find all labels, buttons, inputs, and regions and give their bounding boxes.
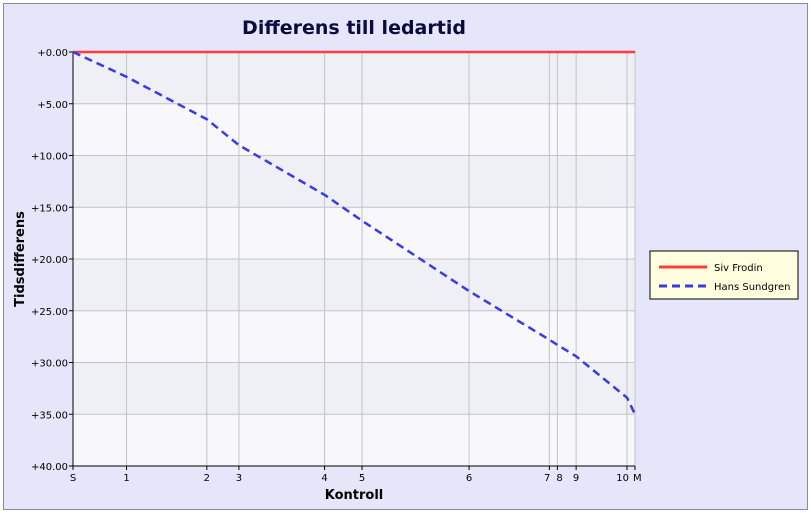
series-lines — [72, 50, 637, 415]
legend-box — [649, 250, 799, 300]
x-tick-label: 3 — [236, 473, 242, 484]
legend: Siv Frodin Hans Sundgren — [649, 250, 799, 300]
x-tick-label: 8 — [556, 473, 562, 484]
x-axis-title: Kontroll — [325, 488, 384, 503]
y-tick-label: +25.00 — [31, 307, 68, 318]
x-tick-label: S — [70, 473, 76, 484]
plot-band — [73, 414, 635, 466]
y-tick-label: +15.00 — [31, 203, 68, 214]
plot-band — [73, 259, 635, 311]
y-tick-label: +10.00 — [31, 152, 68, 163]
x-tick-label: M — [633, 473, 642, 484]
x-tick-label: 2 — [204, 473, 210, 484]
plot-band — [73, 362, 635, 415]
y-axis-title: Tidsdifferens — [13, 211, 28, 307]
y-tick-labels: +0.00 +5.00 +10.00 +15.00 +20.00 +25.00 +30.00… — [31, 48, 68, 473]
x-tick-label: 10 — [616, 473, 629, 484]
y-tick-label: +30.00 — [31, 359, 68, 370]
y-tick-label: +40.00 — [31, 462, 68, 473]
x-tick-label: 9 — [573, 473, 579, 484]
x-tick-label: 5 — [359, 473, 365, 484]
chart-title: Differens till ledartid — [242, 17, 466, 39]
legend-label-hans-sundgren: Hans Sundgren — [714, 282, 790, 293]
y-tick-label: +20.00 — [31, 255, 68, 266]
plot-band — [73, 155, 635, 208]
x-tick-label: 6 — [466, 473, 472, 484]
y-tick-label: +35.00 — [31, 410, 68, 421]
plot-band — [73, 310, 635, 363]
x-tick-labels: S 1 2 3 4 5 6 7 8 9 10 M — [70, 473, 642, 484]
x-tick-label: 4 — [321, 473, 327, 484]
legend-label-siv-frodin: Siv Frodin — [714, 263, 763, 274]
y-tick-label: +0.00 — [37, 48, 68, 59]
x-tick-label: 1 — [123, 473, 129, 484]
plot-band — [73, 52, 635, 104]
y-tick-label: +5.00 — [37, 100, 68, 111]
plot-background — [73, 52, 635, 466]
plot-band — [73, 103, 635, 156]
series-line-hans-sundgren — [72, 50, 637, 415]
x-tick-label: 7 — [544, 473, 550, 484]
